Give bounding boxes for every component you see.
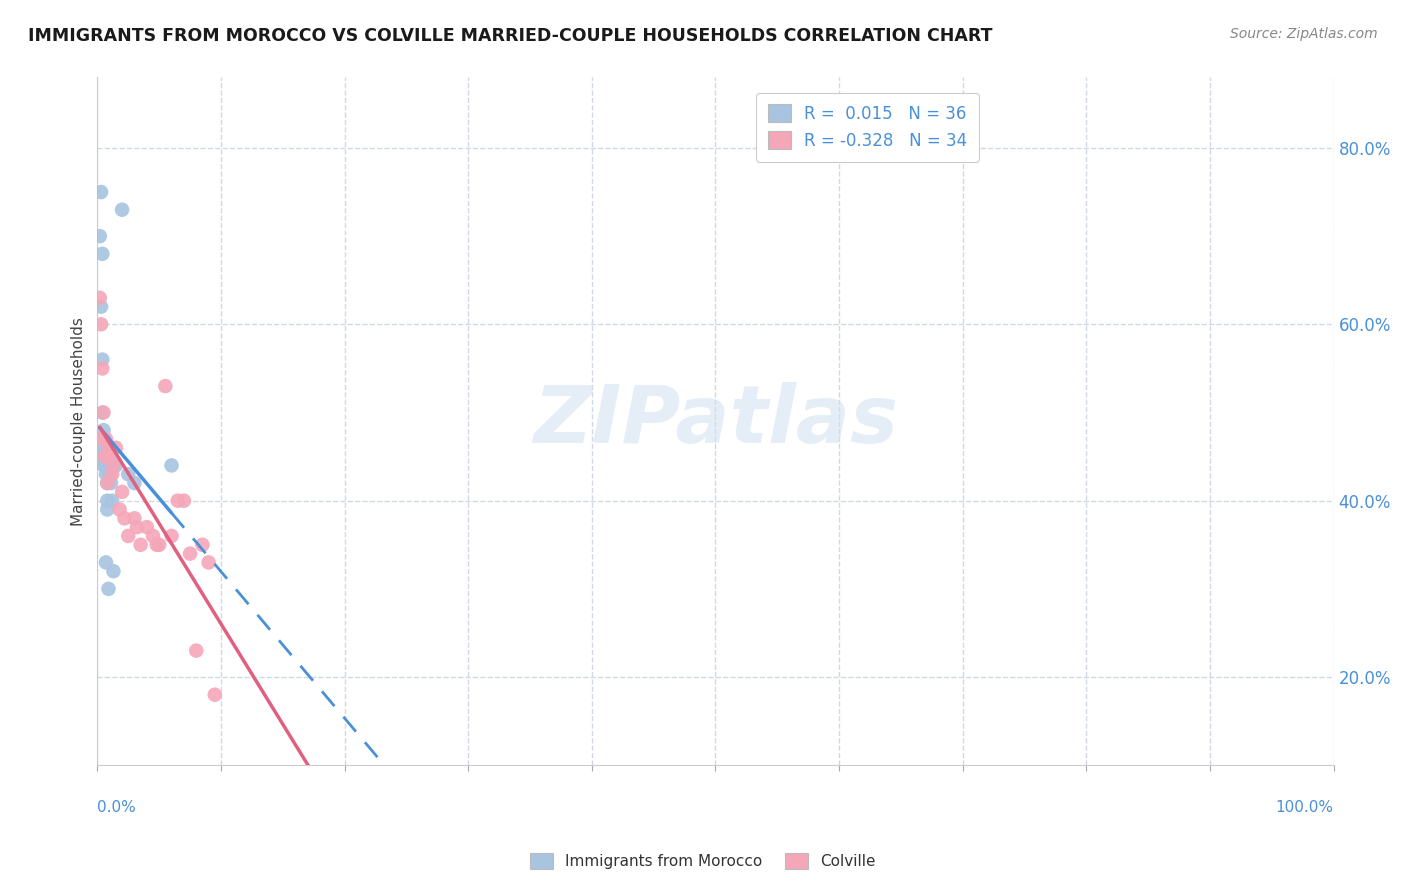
Point xyxy=(135,520,157,534)
Point xyxy=(94,450,117,464)
Point xyxy=(90,185,112,199)
Point xyxy=(93,423,115,437)
Point xyxy=(160,529,183,543)
Text: 0.0%: 0.0% xyxy=(97,799,136,814)
Point xyxy=(96,476,118,491)
Point xyxy=(186,643,208,657)
Point xyxy=(98,458,121,473)
Point xyxy=(204,688,226,702)
Point xyxy=(90,318,112,332)
Point xyxy=(91,405,114,419)
Point xyxy=(129,538,152,552)
Point xyxy=(97,441,120,455)
Point xyxy=(93,450,115,464)
Text: ZIPatlas: ZIPatlas xyxy=(533,383,898,460)
Point xyxy=(91,247,114,261)
Point xyxy=(101,467,124,482)
Point xyxy=(155,379,177,393)
Point xyxy=(111,484,134,499)
Point xyxy=(96,493,118,508)
Point xyxy=(117,529,139,543)
Point xyxy=(148,538,170,552)
Text: IMMIGRANTS FROM MOROCCO VS COLVILLE MARRIED-COUPLE HOUSEHOLDS CORRELATION CHART: IMMIGRANTS FROM MOROCCO VS COLVILLE MARR… xyxy=(28,27,993,45)
Point xyxy=(93,441,115,455)
Point xyxy=(103,564,125,578)
Point xyxy=(104,458,127,473)
Point xyxy=(104,441,127,455)
Point xyxy=(98,458,121,473)
Text: Source: ZipAtlas.com: Source: ZipAtlas.com xyxy=(1230,27,1378,41)
Point xyxy=(124,476,146,491)
Point xyxy=(90,432,112,446)
Point xyxy=(96,476,118,491)
Point xyxy=(93,432,115,446)
Point xyxy=(94,432,117,446)
Point xyxy=(94,441,117,455)
Point xyxy=(97,450,120,464)
Point xyxy=(101,493,124,508)
Point xyxy=(124,511,146,525)
Point xyxy=(94,556,117,570)
Point xyxy=(97,582,120,596)
Point xyxy=(93,458,115,473)
Point xyxy=(111,202,134,217)
Point xyxy=(145,538,167,552)
Point xyxy=(90,300,112,314)
Point xyxy=(191,538,214,552)
Point xyxy=(117,467,139,482)
Text: 100.0%: 100.0% xyxy=(1275,799,1334,814)
Point xyxy=(91,352,114,367)
Point xyxy=(98,467,121,482)
Point xyxy=(98,450,121,464)
Point xyxy=(94,450,117,464)
Point xyxy=(179,547,201,561)
Point xyxy=(94,458,117,473)
Point xyxy=(94,467,117,482)
Point xyxy=(160,458,183,473)
Point xyxy=(100,476,122,491)
Point xyxy=(89,229,111,244)
Point xyxy=(108,502,131,516)
Y-axis label: Married-couple Households: Married-couple Households xyxy=(72,317,86,525)
Point xyxy=(94,441,117,455)
Point xyxy=(142,529,165,543)
Point xyxy=(173,493,195,508)
Point xyxy=(125,520,148,534)
Point xyxy=(93,432,115,446)
Point xyxy=(103,458,125,473)
Point xyxy=(94,450,117,464)
Legend: R =  0.015   N = 36, R = -0.328   N = 34: R = 0.015 N = 36, R = -0.328 N = 34 xyxy=(756,93,979,161)
Point xyxy=(91,361,114,376)
Point xyxy=(96,502,118,516)
Point xyxy=(97,458,120,473)
Point xyxy=(93,405,115,419)
Point xyxy=(94,450,117,464)
Point xyxy=(89,291,111,305)
Point xyxy=(114,511,136,525)
Point xyxy=(197,556,219,570)
Legend: Immigrants from Morocco, Colville: Immigrants from Morocco, Colville xyxy=(524,847,882,875)
Point xyxy=(166,493,188,508)
